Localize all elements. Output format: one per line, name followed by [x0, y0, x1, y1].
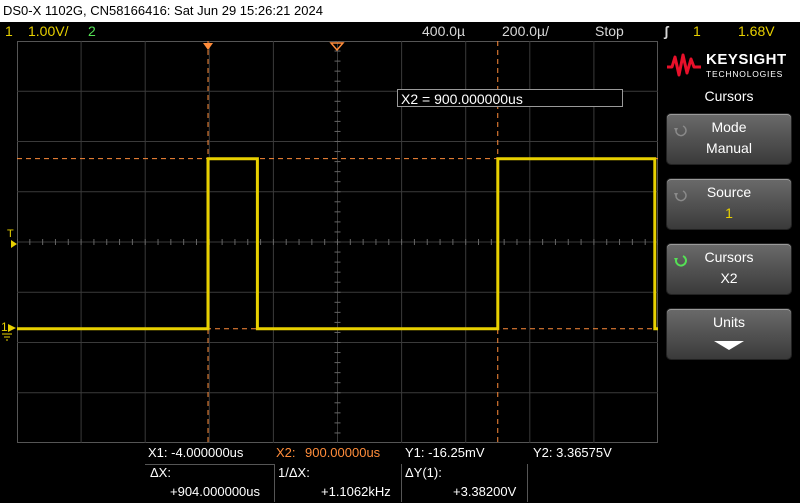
- inverse-delta-x-label: 1/ΔX:: [278, 465, 310, 480]
- knob-icon-active: [674, 255, 687, 267]
- separator: [401, 464, 402, 502]
- status-bar: 1 1.00V/ 2 400.0µ 200.0µ/ Stop ʃ 1 1.68V: [0, 22, 800, 41]
- separator: [527, 464, 528, 502]
- x2-readout-label: X2:: [276, 445, 296, 460]
- panel-title: Cursors: [704, 88, 754, 104]
- ch1-trace-line: [17, 157, 658, 331]
- cursors-softkey[interactable]: Cursors X2: [667, 244, 791, 294]
- run-state[interactable]: Stop: [595, 23, 624, 39]
- trigger-arrow-icon: [11, 240, 17, 248]
- ground-arrow-icon: [8, 324, 16, 332]
- trigger-level[interactable]: 1.68V: [738, 23, 775, 39]
- delta-x-label: ΔX:: [150, 465, 171, 480]
- cursor-readout-box: X2 = 900.000000us: [397, 89, 623, 107]
- brand-name: KEYSIGHT: [706, 51, 787, 68]
- time-scale[interactable]: 200.0µ/: [502, 23, 549, 39]
- ch1-ground-marker: 1: [0, 318, 17, 341]
- mode-value: Manual: [706, 140, 752, 156]
- units-label: Units: [713, 314, 745, 330]
- time-position[interactable]: 400.0µ: [422, 23, 466, 39]
- softkey-panel: KEYSIGHT TECHNOLOGIES Cursors Mode Manua…: [658, 41, 800, 503]
- window-title: DS0-X 1102G, CN58166416: Sat Jun 29 15:2…: [0, 0, 800, 22]
- inverse-delta-x-value: +1.1062kHz: [321, 484, 391, 499]
- separator: [274, 464, 275, 502]
- ch2-number[interactable]: 2: [88, 23, 96, 39]
- mode-softkey[interactable]: Mode Manual: [667, 114, 791, 164]
- source-value: 1: [725, 205, 733, 221]
- y1-readout: Y1: -16.25mV: [405, 445, 485, 460]
- x2-readout-value: 900.00000us: [305, 445, 381, 460]
- cursors-value: X2: [720, 270, 738, 286]
- delta-y-label: ΔY(1):: [405, 465, 442, 480]
- y2-readout: Y2: 3.36575V: [533, 445, 612, 460]
- source-label: Source: [706, 184, 752, 200]
- trigger-channel[interactable]: 1: [693, 23, 701, 39]
- mode-label: Mode: [711, 119, 747, 135]
- x1-readout: X1: -4.000000us: [148, 445, 244, 460]
- keysight-wave-icon: [667, 53, 701, 77]
- trigger-position-marker-icon: [329, 42, 345, 52]
- trigger-level-marker: T: [5, 228, 17, 248]
- units-softkey[interactable]: Units: [667, 309, 791, 359]
- cursor-readout-bar: X1: -4.000000us X2: 900.00000us Y1: -16.…: [0, 443, 658, 503]
- top-markers: [203, 42, 345, 52]
- ch1-scale[interactable]: 1.00V/: [28, 23, 69, 39]
- submenu-arrow-down-icon: [714, 341, 744, 350]
- knob-icon-disabled: [674, 125, 687, 137]
- delta-y-value: +3.38200V: [453, 484, 517, 499]
- brand-logo: KEYSIGHT TECHNOLOGIES: [666, 47, 794, 81]
- ch1-number[interactable]: 1: [5, 23, 13, 39]
- brand-subtitle: TECHNOLOGIES: [706, 69, 784, 79]
- separator: [145, 464, 275, 465]
- trigger-edge-icon: ʃ: [664, 23, 669, 39]
- source-softkey[interactable]: Source 1: [667, 179, 791, 229]
- delta-x-value: +904.000000us: [170, 484, 261, 499]
- knob-icon-disabled: [674, 190, 687, 202]
- ground-symbol-icon: [2, 333, 12, 341]
- x1-cursor-marker-icon: [203, 43, 213, 50]
- cursors-label: Cursors: [704, 249, 754, 265]
- ch1-trace: [17, 157, 658, 331]
